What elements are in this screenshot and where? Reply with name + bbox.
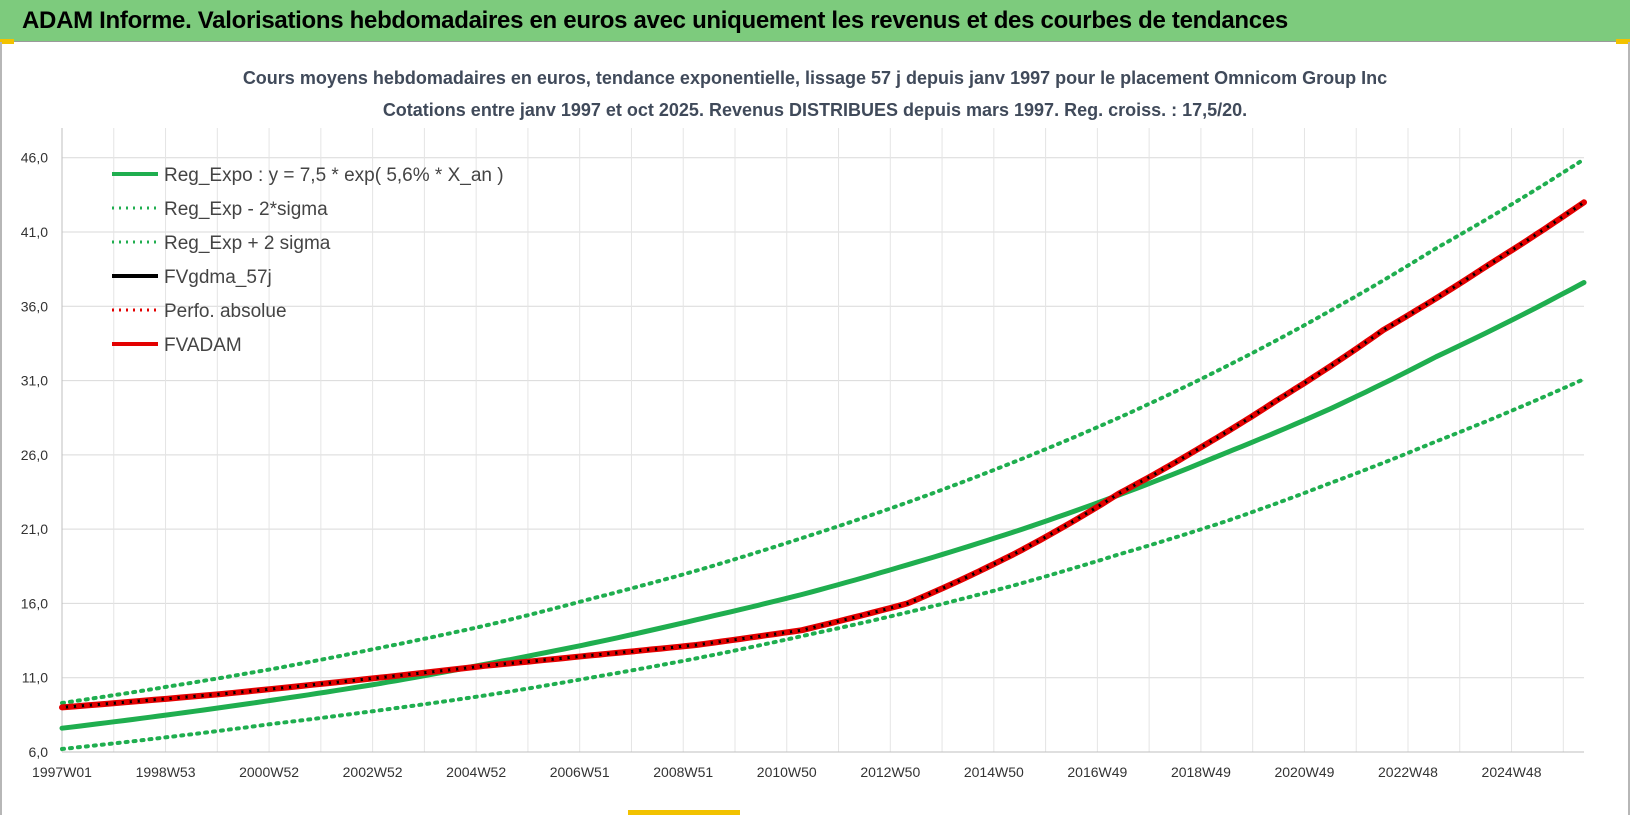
series-line-2 — [60, 157, 1586, 705]
legend-label: FVgdma_57j — [164, 267, 272, 288]
y-tick-label: 31,0 — [21, 373, 48, 389]
x-tick-label: 2016W49 — [1067, 764, 1127, 780]
y-tick-label: 41,0 — [21, 224, 48, 240]
y-tick-label: 11,0 — [22, 670, 48, 686]
x-tick-label: 1997W01 — [32, 764, 92, 780]
grid — [61, 128, 1584, 753]
legend-label: FVADAM — [164, 335, 242, 356]
legend-label: Reg_Exp + 2 sigma — [164, 233, 331, 254]
x-tick-label: 2020W49 — [1274, 764, 1334, 780]
x-tick-label: 2004W52 — [446, 764, 506, 780]
legend: Reg_Expo : y = 7,5 * exp( 5,6% * X_an ) R… — [112, 165, 504, 356]
x-axis: 1997W01 1998W53 2000W52 2002W52 2004W52 2006W… — [32, 764, 1542, 780]
chart-subtitle: Cotations entre janv 1997 et oct 2025. R… — [383, 100, 1247, 120]
y-axis: 6,0 11,0 16,0 21,0 26,0 31,0 36,0 41,0 46,0 — [21, 150, 48, 760]
series-group — [59, 157, 1587, 751]
series-line-1 — [60, 377, 1586, 751]
legend-label: Perfo. absolue — [164, 301, 287, 322]
x-tick-label: 1998W53 — [136, 764, 196, 780]
chart-title: Cours moyens hebdomadaires en euros, ten… — [243, 68, 1387, 88]
y-tick-label: 21,0 — [21, 521, 48, 537]
x-tick-label: 2014W50 — [964, 764, 1024, 780]
x-tick-label: 2010W50 — [757, 764, 817, 780]
series-line-4 — [60, 200, 1586, 710]
x-tick-label: 2022W48 — [1378, 764, 1438, 780]
x-tick-label: 2006W51 — [550, 764, 610, 780]
x-tick-label: 2012W50 — [860, 764, 920, 780]
x-tick-label: 2002W52 — [343, 764, 403, 780]
y-tick-label: 26,0 — [21, 447, 48, 463]
legend-label: Reg_Expo : y = 7,5 * exp( 5,6% * X_an ) — [164, 165, 504, 186]
x-tick-label: 2000W52 — [239, 764, 299, 780]
title-bar: ADAM Informe. Valorisations hebdomadaire… — [0, 0, 1630, 44]
y-tick-label: 46,0 — [21, 150, 48, 166]
corner-mark-right — [1616, 39, 1630, 44]
x-tick-label: 2018W49 — [1171, 764, 1231, 780]
y-tick-label: 16,0 — [21, 595, 48, 611]
x-tick-label: 2008W51 — [653, 764, 713, 780]
chart-frame — [0, 42, 1630, 815]
x-tick-label: 2024W48 — [1482, 764, 1542, 780]
legend-label: Reg_Exp - 2*sigma — [164, 199, 328, 220]
corner-mark-left — [0, 39, 14, 44]
page-title: ADAM Informe. Valorisations hebdomadaire… — [22, 7, 1288, 34]
y-tick-label: 36,0 — [21, 298, 48, 314]
bottom-mark — [628, 810, 740, 815]
series-line-0 — [59, 280, 1587, 731]
y-tick-label: 6,0 — [29, 744, 49, 760]
